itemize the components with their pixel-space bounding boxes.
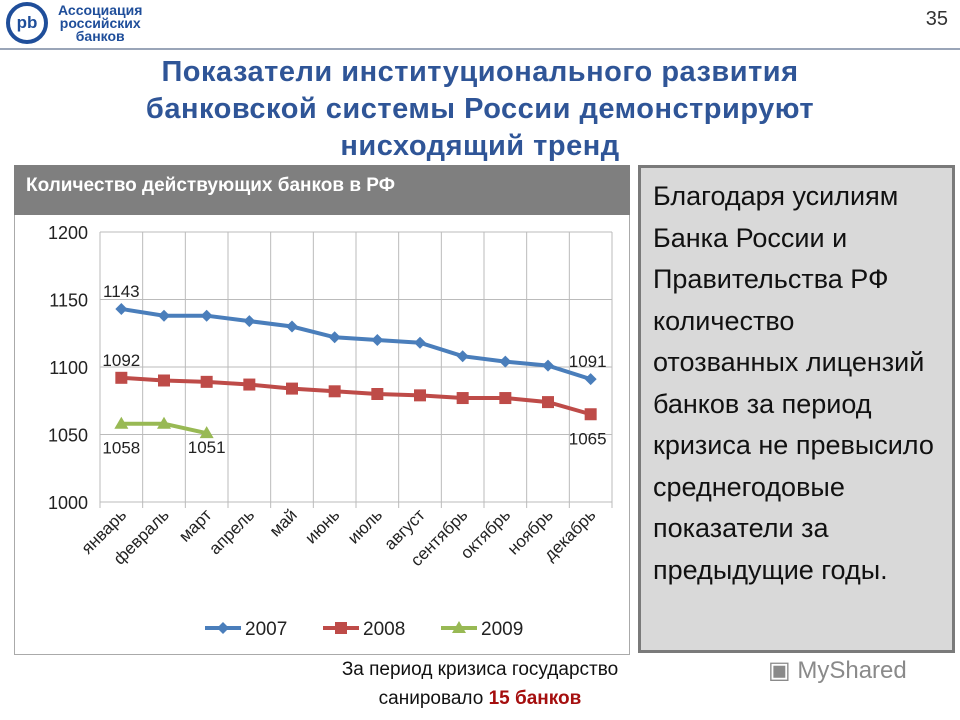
- watermark-text: MyShared: [797, 657, 907, 684]
- data-label: 1092: [102, 351, 140, 370]
- data-point-2007: [584, 373, 597, 386]
- data-point-2008: [286, 382, 298, 395]
- footer-note: За период кризиса государство санировало…: [300, 655, 660, 713]
- data-point-2008: [115, 371, 128, 384]
- data-point-2008: [371, 388, 384, 400]
- y-tick-label: 1050: [48, 426, 88, 446]
- logo: pb Ассоциация российских банков: [6, 2, 142, 44]
- series-line-2008: [121, 375, 592, 417]
- title-line: нисходящий тренд: [340, 130, 620, 162]
- data-point-2008: [456, 392, 469, 405]
- header-divider: [0, 48, 960, 50]
- data-point-2008: [499, 392, 512, 405]
- data-point-2007: [115, 302, 128, 315]
- data-point-2007: [499, 355, 512, 368]
- y-tick-label: 1150: [49, 291, 88, 311]
- data-point-2009: [452, 621, 466, 633]
- data-point-2008: [542, 396, 554, 409]
- data-point-2007: [286, 320, 298, 333]
- data-point-2008: [414, 389, 426, 402]
- data-label: 1051: [188, 438, 226, 457]
- chart-container: [14, 165, 630, 655]
- chart-title: Количество действующих банков в РФ: [14, 165, 630, 215]
- footer-text: санировало: [378, 688, 489, 709]
- x-tick-label: июнь: [301, 505, 343, 547]
- y-tick-label: 1100: [49, 358, 88, 378]
- logo-mark: pb: [6, 2, 48, 44]
- data-point-2008: [200, 375, 213, 388]
- footer-highlight: 15 банков: [488, 688, 582, 709]
- logo-line: Ассоциация: [58, 1, 143, 18]
- data-point-2008: [335, 622, 347, 634]
- data-point-2007: [414, 336, 426, 349]
- data-point-2009: [199, 426, 214, 439]
- data-point-2007: [158, 309, 170, 322]
- data-point-2008: [584, 408, 597, 421]
- x-tick-label: июль: [344, 505, 386, 547]
- data-point-2007: [456, 350, 469, 363]
- data-label: 1143: [103, 282, 140, 301]
- legend-label: 2008: [363, 619, 405, 640]
- logo-line: российских: [59, 14, 141, 31]
- y-tick-label: 1000: [48, 493, 88, 513]
- logo-text: Ассоциация российских банков: [58, 1, 143, 44]
- page-number: 35: [925, 8, 948, 30]
- legend-label: 2009: [481, 619, 523, 640]
- series-line-2007: [121, 306, 592, 382]
- data-point-2008: [243, 378, 256, 391]
- data-point-2007: [371, 334, 384, 346]
- footer-line: санировало 15 банков: [300, 684, 660, 713]
- data-point-2007: [217, 622, 229, 634]
- data-point-2008: [328, 385, 341, 398]
- y-tick-label: 1200: [48, 223, 88, 243]
- watermark: ▣ MyShared: [768, 657, 907, 684]
- data-point-2007: [542, 359, 554, 372]
- data-point-2008: [158, 374, 170, 387]
- title-line: банковской системы России демонстрируют: [145, 93, 815, 125]
- x-tick-label: май: [266, 505, 301, 540]
- data-point-2007: [328, 331, 341, 344]
- data-label: 1065: [569, 429, 607, 448]
- data-point-2007: [243, 315, 256, 328]
- x-tick-label: апрель: [205, 505, 258, 558]
- logo-line: банков: [75, 27, 125, 44]
- data-label: 1091: [569, 352, 607, 371]
- data-point-2009: [157, 416, 171, 429]
- side-note: Благодаря усилиям Банка России и Правите…: [638, 165, 955, 653]
- data-point-2009: [114, 416, 129, 429]
- footer-line: За период кризиса государство: [341, 659, 619, 680]
- data-label: 1058: [102, 439, 140, 458]
- title-line: Показатели институционального развития: [161, 56, 799, 88]
- slide-title: Показатели институционального развития б…: [40, 54, 920, 165]
- data-point-2007: [200, 309, 213, 322]
- legend-label: 2007: [245, 619, 287, 640]
